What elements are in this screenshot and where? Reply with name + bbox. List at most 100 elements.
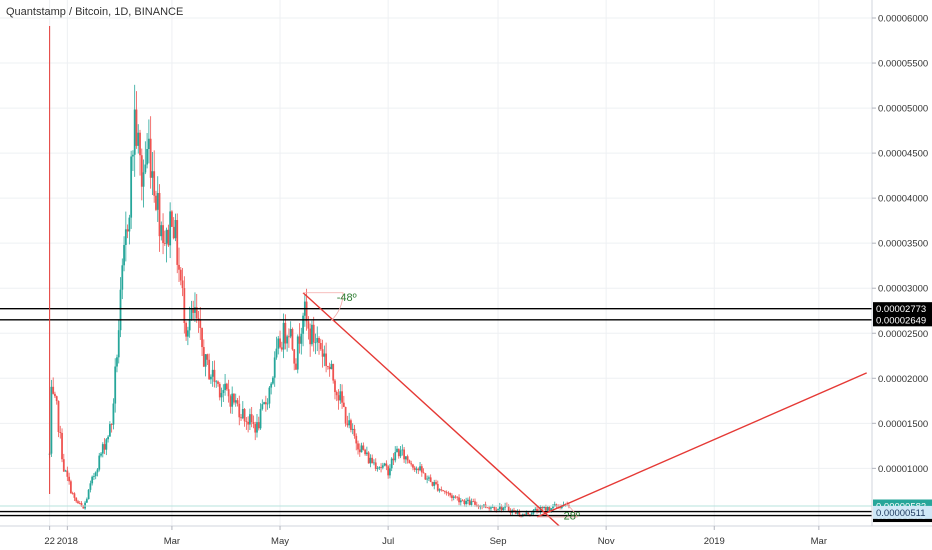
candle-body	[362, 445, 365, 450]
candle-body	[342, 402, 345, 407]
candle-body	[272, 377, 274, 384]
candle-body	[296, 336, 299, 370]
candle-body	[279, 338, 281, 348]
level-tag-label: 0.00002773	[876, 304, 926, 315]
candle-body	[176, 220, 179, 265]
candle-body	[350, 420, 352, 430]
candle-body	[137, 132, 140, 146]
candle-body	[374, 462, 377, 469]
candle-body	[431, 481, 434, 486]
x-tick-label: Mar	[811, 536, 827, 547]
angle-label: -48º	[337, 292, 357, 304]
x-tick-label: May	[271, 536, 289, 547]
angle-wedge-down	[303, 292, 344, 322]
candle-body	[252, 421, 255, 425]
candle-body	[116, 357, 118, 367]
candle-body	[436, 484, 439, 491]
candle-body	[124, 229, 127, 245]
candle-body	[396, 448, 398, 453]
y-tick-label: 0.00004500	[878, 149, 928, 160]
candle-body	[312, 324, 315, 343]
candle-body	[358, 449, 361, 453]
candle-body	[452, 496, 455, 498]
candle-body	[394, 452, 397, 461]
candle-body	[149, 138, 152, 178]
y-tick-label: 0.00005500	[878, 59, 928, 70]
candle-body	[376, 468, 379, 469]
candle-body	[201, 327, 203, 348]
candle-body	[163, 243, 166, 244]
candle-body	[273, 357, 276, 378]
candle-body	[348, 420, 351, 426]
candle-body	[54, 393, 56, 397]
candle-body	[335, 392, 338, 396]
candle-body	[114, 366, 117, 404]
candle-body	[194, 307, 196, 313]
candle-body	[341, 391, 343, 403]
candle-body	[204, 354, 207, 367]
candle-body	[105, 439, 108, 450]
candle-body	[286, 336, 289, 344]
candle-body	[529, 514, 531, 516]
candle-body	[369, 457, 372, 464]
candle-body	[543, 506, 546, 508]
candle-body	[287, 336, 290, 338]
candle-body	[371, 457, 374, 464]
candle-body	[139, 132, 141, 156]
candle-body	[293, 349, 296, 364]
candle-body	[534, 508, 537, 511]
candle-body	[339, 391, 342, 401]
x-tick-label: 2018	[57, 536, 78, 547]
candle-body	[57, 401, 60, 432]
candle-body	[249, 414, 251, 425]
candle-body	[119, 289, 122, 331]
candle-body	[447, 492, 450, 494]
candle-body	[389, 468, 391, 476]
candle-body	[390, 458, 393, 469]
candle-body	[50, 386, 53, 454]
candle-body	[199, 320, 202, 328]
candle-body	[461, 500, 464, 502]
candle-body	[266, 403, 269, 405]
candle-body	[458, 497, 460, 503]
candle-body	[178, 264, 180, 270]
candle-body	[147, 138, 150, 150]
price-tag-box	[873, 505, 932, 519]
candle-body	[132, 154, 134, 157]
candle-body	[326, 365, 329, 367]
candle-body	[69, 481, 72, 494]
candle-body	[392, 458, 395, 461]
candle-body	[167, 229, 170, 246]
current-price-tag: 0.00000511	[873, 505, 932, 519]
price-axis[interactable]: 0.00006000 0.00005500 0.00005000 0.00004500…	[871, 0, 932, 526]
candle-body	[383, 463, 386, 466]
candle-body	[158, 192, 161, 237]
x-tick-label: 2019	[704, 536, 725, 547]
candle-body	[298, 336, 301, 344]
candle-body	[75, 497, 78, 502]
candle-body	[378, 467, 381, 469]
horizontal-levels[interactable]	[0, 307, 872, 517]
candle-body	[89, 483, 92, 490]
candle-body	[195, 307, 198, 319]
candle-body	[66, 470, 69, 477]
time-axis[interactable]: 22 2018 Mar May Jul Sep Nov 2019 Mar	[0, 525, 932, 550]
candle-body	[493, 506, 496, 510]
angle-label: 28º	[564, 511, 580, 523]
candle-body	[351, 428, 354, 430]
candle-body	[112, 403, 115, 425]
candle-body	[309, 328, 312, 345]
candle-body	[364, 449, 367, 455]
candle-body	[78, 502, 81, 504]
candle-body	[160, 225, 163, 237]
candle-body	[156, 192, 159, 210]
level-price-tag: 0.00002649	[873, 313, 932, 327]
candle-body	[275, 348, 278, 358]
candle-body	[110, 424, 113, 425]
trendline-drawings[interactable]: -48º 28º	[49, 26, 867, 534]
candle-body	[451, 495, 453, 498]
candle-body	[438, 489, 441, 491]
y-tick-label: 0.00003000	[878, 284, 928, 295]
candle-body	[82, 505, 85, 509]
